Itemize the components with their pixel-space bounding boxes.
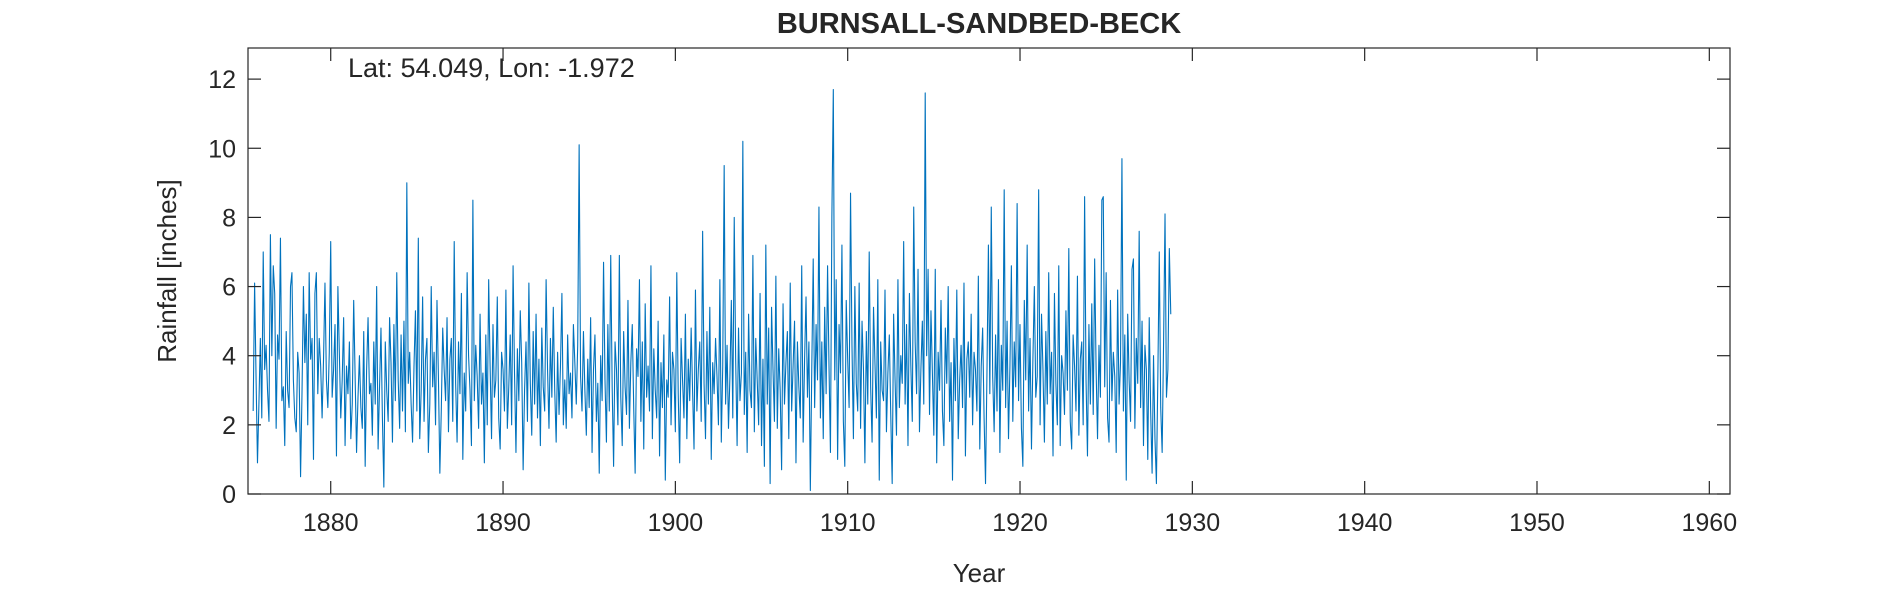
x-tick-label: 1930 bbox=[1165, 509, 1221, 537]
y-tick-label: 4 bbox=[222, 343, 236, 371]
y-tick-label: 8 bbox=[222, 204, 236, 232]
y-tick-label: 10 bbox=[208, 135, 236, 163]
x-tick-label: 1880 bbox=[303, 509, 359, 537]
x-tick-label: 1960 bbox=[1682, 509, 1738, 537]
x-tick-label: 1940 bbox=[1337, 509, 1393, 537]
x-tick-label: 1910 bbox=[820, 509, 876, 537]
x-tick-label: 1950 bbox=[1509, 509, 1565, 537]
x-tick-label: 1900 bbox=[648, 509, 704, 537]
y-axis: 0 2 4 6 8 10 12 bbox=[208, 66, 1730, 509]
plot-box bbox=[247, 47, 1731, 495]
x-tick-label: 1920 bbox=[992, 509, 1048, 537]
series-layer bbox=[252, 88, 1172, 492]
location-annotation: Lat: 54.049, Lon: -1.972 bbox=[348, 53, 635, 83]
x-axis-label: Year bbox=[953, 558, 1006, 588]
y-axis-label: Rainfall [inches] bbox=[152, 179, 182, 363]
y-tick-label: 12 bbox=[208, 66, 236, 94]
chart-title: BURNSALL-SANDBED-BECK bbox=[777, 8, 1181, 40]
x-axis: 1880 1890 1900 1910 1920 1930 1940 1950 1960 bbox=[303, 48, 1737, 537]
x-tick-label: 1890 bbox=[475, 509, 531, 537]
y-tick-label: 2 bbox=[222, 412, 236, 440]
rainfall-series-line-0 bbox=[252, 88, 1172, 492]
y-tick-label: 6 bbox=[222, 274, 236, 302]
y-tick-label: 0 bbox=[222, 481, 236, 509]
